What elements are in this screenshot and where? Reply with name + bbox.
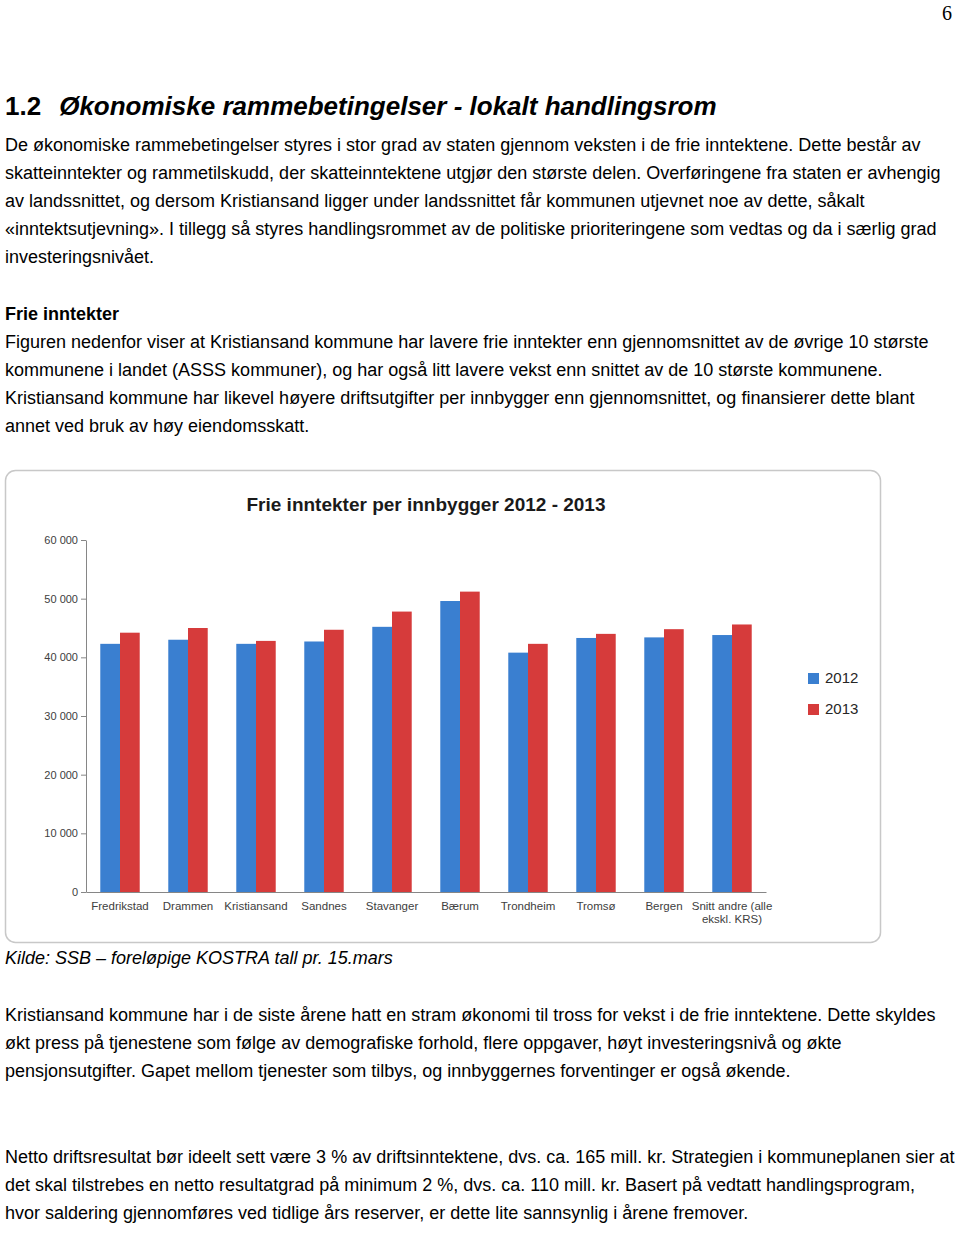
x-tick-label: Stavanger bbox=[366, 900, 419, 912]
y-axis-line bbox=[86, 541, 87, 893]
y-tick: 10 000 bbox=[44, 827, 86, 839]
bar bbox=[236, 644, 256, 892]
x-tick: Sandnes bbox=[301, 900, 347, 912]
x-tick: Kristiansand bbox=[224, 900, 287, 912]
paragraph: De økonomiske rammebetingelser styres i … bbox=[5, 131, 955, 271]
y-tick-mark bbox=[81, 657, 86, 658]
y-tick-label: 50 000 bbox=[44, 593, 78, 605]
bar bbox=[324, 630, 344, 892]
y-tick-mark bbox=[81, 833, 86, 834]
bar-series bbox=[100, 601, 732, 892]
y-axis: 0 10 000 20 000 30 000 40 000 50 000 60 000 bbox=[44, 534, 86, 898]
bar bbox=[392, 612, 412, 892]
bar bbox=[100, 644, 120, 892]
page-number: 6 bbox=[942, 2, 952, 25]
y-tick-label: 60 000 bbox=[44, 534, 78, 546]
x-tick: Bergen bbox=[645, 900, 682, 912]
y-tick-label: 30 000 bbox=[44, 710, 78, 722]
chart-frame bbox=[6, 471, 881, 943]
x-tick-label: Tromsø bbox=[576, 900, 615, 912]
bar bbox=[120, 633, 140, 892]
y-tick: 0 bbox=[72, 886, 86, 898]
y-tick-label: 40 000 bbox=[44, 651, 78, 663]
paragraph: Figuren nedenfor viser at Kristiansand k… bbox=[5, 328, 955, 440]
bars bbox=[100, 592, 751, 892]
bar bbox=[440, 601, 460, 892]
x-tick-label: Fredrikstad bbox=[91, 900, 149, 912]
legend-item: 2012 bbox=[808, 669, 858, 686]
y-tick-mark bbox=[81, 775, 86, 776]
y-tick: 30 000 bbox=[44, 710, 86, 722]
bar bbox=[256, 641, 276, 892]
y-tick: 20 000 bbox=[44, 769, 86, 781]
x-tick-label-line: ekskl. KRS) bbox=[702, 913, 762, 925]
y-tick-mark bbox=[81, 892, 86, 893]
x-tick: Snitt andre (alleekskl. KRS) bbox=[692, 900, 773, 925]
x-tick: Trondheim bbox=[501, 900, 556, 912]
y-tick: 40 000 bbox=[44, 651, 86, 663]
x-tick-label: Bergen bbox=[645, 900, 682, 912]
x-tick: Stavanger bbox=[366, 900, 419, 912]
y-tick: 60 000 bbox=[44, 534, 86, 546]
bar bbox=[372, 627, 392, 892]
legend-label: 2013 bbox=[825, 700, 858, 717]
paragraph: Kristiansand kommune har i de siste åren… bbox=[5, 1001, 955, 1085]
bar bbox=[304, 641, 324, 892]
bar bbox=[644, 637, 664, 892]
bar bbox=[576, 638, 596, 892]
bar-series bbox=[120, 592, 752, 892]
y-tick-label: 20 000 bbox=[44, 769, 78, 781]
legend: 2012 2013 bbox=[808, 669, 858, 717]
y-tick: 50 000 bbox=[44, 593, 86, 605]
y-tick-mark bbox=[81, 540, 86, 541]
bar bbox=[664, 629, 684, 892]
x-tick-label-line: Snitt andre (alle bbox=[692, 900, 773, 912]
chart: Frie inntekter per innbygger 2012 - 2013… bbox=[4, 469, 884, 945]
plot-area: 0 10 000 20 000 30 000 40 000 50 000 60 000 Fre… bbox=[44, 534, 772, 925]
x-tick-label: Sandnes bbox=[301, 900, 347, 912]
legend-item: 2013 bbox=[808, 700, 858, 717]
bar bbox=[712, 635, 732, 892]
x-tick: Bærum bbox=[441, 900, 479, 912]
x-tick-label: Trondheim bbox=[501, 900, 556, 912]
bar bbox=[460, 592, 480, 892]
x-tick: Drammen bbox=[163, 900, 213, 912]
paragraph: Netto driftsresultat bør ideelt sett vær… bbox=[5, 1143, 955, 1227]
y-tick-mark bbox=[81, 599, 86, 600]
legend-swatch bbox=[808, 673, 819, 684]
bar bbox=[528, 644, 548, 892]
x-axis: Fredrikstad Drammen Kristiansand Sandnes Sta… bbox=[87, 893, 773, 926]
x-tick-label: Kristiansand bbox=[224, 900, 287, 912]
bar bbox=[168, 640, 188, 892]
source-caption: Kilde: SSB – foreløpige KOSTRA tall pr. … bbox=[5, 944, 955, 972]
x-tick-label: Bærum bbox=[441, 900, 479, 912]
bar bbox=[732, 624, 752, 892]
y-tick-label: 0 bbox=[72, 886, 78, 898]
section-heading: 1.2 Økonomiske rammebetingelser - lokalt … bbox=[5, 86, 717, 126]
section-number: 1.2 bbox=[5, 91, 41, 121]
subheading: Frie inntekter bbox=[5, 300, 955, 328]
bar bbox=[508, 653, 528, 892]
section-title: Økonomiske rammebetingelser - lokalt han… bbox=[59, 91, 716, 121]
y-tick-label: 10 000 bbox=[44, 827, 78, 839]
y-tick-mark bbox=[81, 716, 86, 717]
x-axis-line bbox=[87, 892, 767, 893]
x-tick: Fredrikstad bbox=[91, 900, 149, 912]
x-tick: Tromsø bbox=[576, 900, 615, 912]
legend-label: 2012 bbox=[825, 669, 858, 686]
legend-swatch bbox=[808, 704, 819, 715]
chart-title: Frie inntekter per innbygger 2012 - 2013 bbox=[246, 494, 605, 515]
x-tick-label: Snitt andre (alleekskl. KRS) bbox=[692, 900, 773, 925]
bar bbox=[596, 634, 616, 892]
x-tick-label: Drammen bbox=[163, 900, 213, 912]
bar bbox=[188, 628, 208, 892]
